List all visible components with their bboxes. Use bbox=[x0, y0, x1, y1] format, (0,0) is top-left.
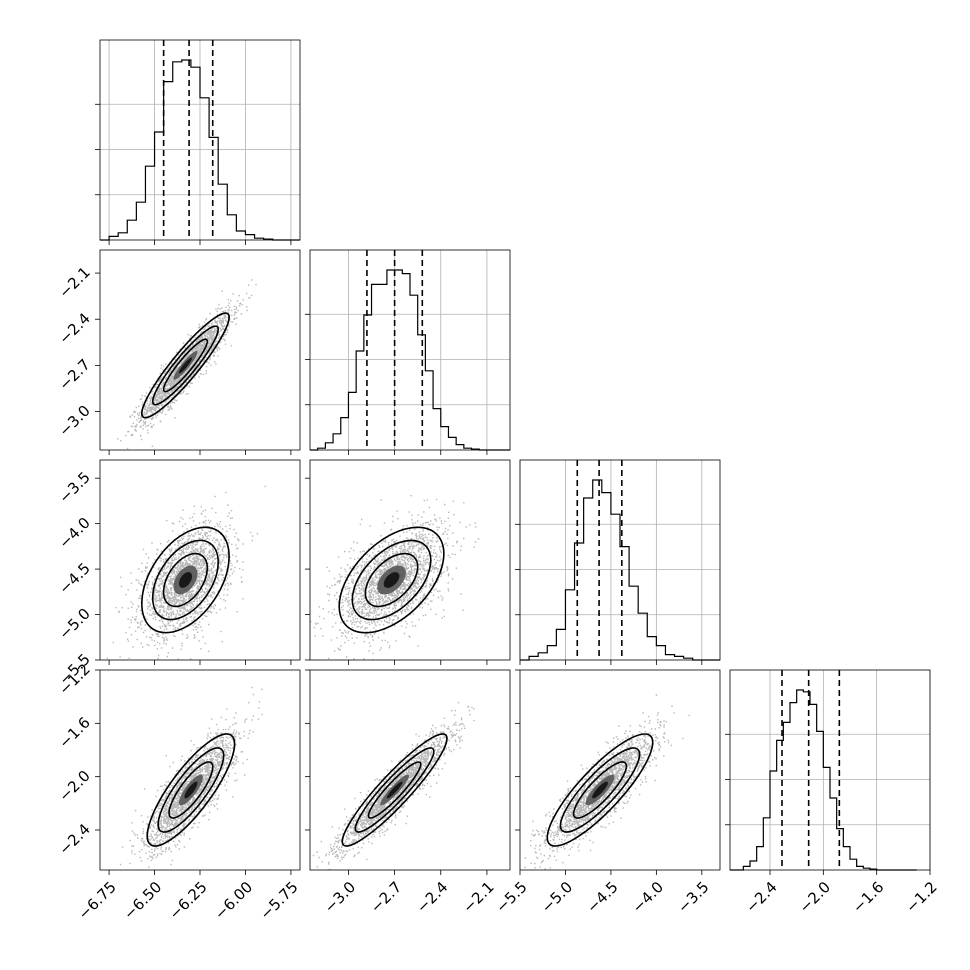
x-tick-label: −2.0 bbox=[796, 878, 834, 916]
x-tick-label: −5.5 bbox=[492, 878, 530, 916]
histogram-panel-0 bbox=[95, 39, 301, 241]
x-tick-label: −3.0 bbox=[321, 878, 359, 916]
panel-frame bbox=[519, 459, 721, 661]
density-contour bbox=[162, 338, 209, 393]
histogram-step-line bbox=[520, 479, 720, 661]
scatter-panel-0-2 bbox=[99, 459, 301, 661]
density-contour bbox=[367, 761, 422, 819]
histogram-step-line bbox=[310, 269, 510, 451]
x-tick-label: −5.0 bbox=[538, 878, 576, 916]
histogram-step-line bbox=[730, 689, 917, 871]
x-tick-label: −6.50 bbox=[120, 878, 165, 923]
y-tick-label: −4.5 bbox=[55, 559, 93, 597]
density-contour bbox=[341, 733, 448, 847]
density-contour bbox=[178, 572, 193, 588]
x-tick-label: −6.25 bbox=[166, 878, 211, 923]
y-tick-label: −4.0 bbox=[55, 514, 93, 552]
density-contour bbox=[141, 312, 230, 419]
density-contour bbox=[546, 733, 654, 847]
x-tick-label: −1.2 bbox=[902, 878, 940, 916]
panel-frame bbox=[309, 669, 511, 871]
x-tick-label: −4.5 bbox=[583, 878, 621, 916]
x-tick-label: −6.75 bbox=[75, 878, 120, 923]
scatter-panel-0-1 bbox=[99, 249, 301, 451]
y-tick-label: −2.1 bbox=[55, 263, 93, 301]
density-contour bbox=[351, 539, 432, 621]
density-contour bbox=[559, 747, 641, 833]
x-tick-label: −2.4 bbox=[742, 878, 780, 916]
density-contour bbox=[572, 761, 628, 819]
histogram-panel-2 bbox=[515, 459, 721, 661]
density-contour bbox=[338, 526, 445, 634]
x-tick-label: −5.75 bbox=[256, 878, 301, 923]
density-contour bbox=[141, 526, 230, 634]
density-contour bbox=[383, 572, 400, 588]
x-tick-label: −2.4 bbox=[413, 878, 451, 916]
histogram-panel-3 bbox=[725, 669, 931, 871]
x-tick-label: −2.7 bbox=[367, 878, 405, 916]
x-tick-label: −6.00 bbox=[211, 878, 256, 923]
x-tick-label: −3.5 bbox=[674, 878, 712, 916]
density-contour bbox=[184, 781, 198, 799]
panel-frame bbox=[729, 669, 931, 871]
panel-frame bbox=[519, 669, 721, 871]
y-tick-label: −1.6 bbox=[55, 713, 93, 751]
density-contour bbox=[354, 747, 435, 833]
x-tick-label: −4.0 bbox=[629, 878, 667, 916]
sample-points bbox=[312, 701, 475, 870]
panel-frame bbox=[309, 459, 511, 661]
y-tick-label: −3.0 bbox=[55, 402, 93, 440]
sample-points bbox=[119, 686, 263, 868]
y-tick-label: −3.5 bbox=[55, 468, 93, 506]
scatter-panel-1-3 bbox=[309, 669, 511, 871]
density-contour bbox=[364, 552, 419, 608]
density-contour bbox=[157, 747, 225, 833]
panel-frame bbox=[309, 249, 511, 451]
y-tick-label: −2.0 bbox=[55, 767, 93, 805]
histogram-panel-1 bbox=[305, 249, 511, 451]
x-tick-label: −2.1 bbox=[459, 878, 497, 916]
scatter-panel-2-3 bbox=[519, 669, 721, 871]
y-tick-label: −2.7 bbox=[55, 355, 93, 393]
y-tick-label: −2.4 bbox=[55, 309, 93, 347]
y-tick-label: −2.4 bbox=[55, 820, 93, 858]
histogram-step-line bbox=[100, 59, 300, 241]
density-contour bbox=[386, 781, 403, 799]
density-contour bbox=[151, 325, 219, 406]
density-contour bbox=[178, 357, 192, 374]
density-contour bbox=[592, 781, 608, 799]
density-contour bbox=[162, 552, 209, 608]
density-contour bbox=[146, 733, 236, 847]
scatter-panel-1-2 bbox=[309, 459, 511, 661]
x-tick-label: −1.6 bbox=[849, 878, 887, 916]
y-tick-label: −5.0 bbox=[55, 605, 93, 643]
density-contour bbox=[168, 761, 214, 819]
scatter-panel-0-3 bbox=[99, 669, 301, 871]
density-contour bbox=[151, 539, 219, 621]
panel-frame bbox=[99, 459, 301, 661]
